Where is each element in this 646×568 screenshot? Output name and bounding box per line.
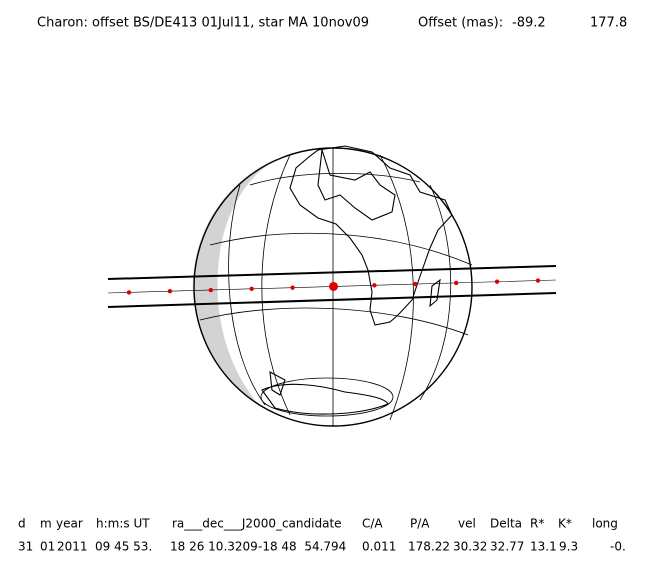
cell: -18 48 54.794 xyxy=(258,540,346,554)
time-marker xyxy=(454,280,459,286)
cell: 32.77 xyxy=(490,540,524,554)
cell: 18 26 10.3209 xyxy=(170,540,258,554)
cell: 2011 xyxy=(57,540,88,554)
time-marker xyxy=(535,278,541,283)
time-marker xyxy=(208,287,213,293)
column-header: R* xyxy=(530,517,544,531)
shadow-track xyxy=(107,265,557,308)
cell: 0.011 xyxy=(362,540,396,554)
offset-x: -89.2 xyxy=(512,16,546,31)
time-marker xyxy=(494,279,500,284)
night-shade xyxy=(192,158,278,404)
cell: 13.1 xyxy=(530,540,557,554)
track-north-limit xyxy=(107,265,557,280)
africa-coast xyxy=(289,145,453,326)
column-header: C/A xyxy=(362,517,383,531)
polar-circle xyxy=(260,377,394,417)
meridian xyxy=(261,154,291,416)
column-header: vel xyxy=(458,517,476,531)
column-header: h:m:s UT xyxy=(96,517,150,531)
time-marker xyxy=(329,281,338,291)
cell: 09 45 53. xyxy=(95,540,152,554)
parallel xyxy=(209,232,473,266)
track-south-limit xyxy=(107,292,557,308)
column-header: K* xyxy=(558,517,572,531)
result-table: d m year h:m:s UT ra___dec___J2000_candi… xyxy=(18,517,626,554)
cell: 178.22 xyxy=(408,540,450,554)
column-header: year xyxy=(56,517,83,531)
time-marker xyxy=(372,283,377,288)
time-marker xyxy=(413,281,418,287)
madagascar xyxy=(429,278,441,308)
meridian xyxy=(419,184,452,401)
meridian xyxy=(228,184,266,406)
parallel xyxy=(249,172,421,186)
parallel xyxy=(199,307,469,336)
column-header: m xyxy=(40,517,52,531)
south-america-tip xyxy=(269,371,286,396)
time-marker xyxy=(249,286,254,292)
time-markers xyxy=(126,278,541,295)
cell: -0. xyxy=(610,540,626,554)
country-borders xyxy=(317,149,396,221)
cell: 30.32 xyxy=(453,540,487,554)
globe xyxy=(192,145,473,427)
meridian xyxy=(379,154,414,421)
time-marker xyxy=(126,290,132,295)
time-marker xyxy=(167,289,173,294)
time-marker xyxy=(290,285,295,290)
column-header: Delta xyxy=(490,517,522,531)
column-header: ra___dec___J2000_candidate xyxy=(172,517,342,531)
antarctica xyxy=(261,383,389,415)
cell: 9.3 xyxy=(559,540,578,554)
offset-label: Offset (mas): xyxy=(418,16,503,31)
cell: 31 xyxy=(18,540,33,554)
offset-y: 177.8 xyxy=(590,16,627,31)
cell: 01 xyxy=(40,540,55,554)
column-header: P/A xyxy=(410,517,430,531)
column-header: long xyxy=(592,517,618,531)
column-header: d xyxy=(18,517,26,531)
title: Charon: offset BS/DE413 01Jul11, star MA… xyxy=(37,16,369,31)
